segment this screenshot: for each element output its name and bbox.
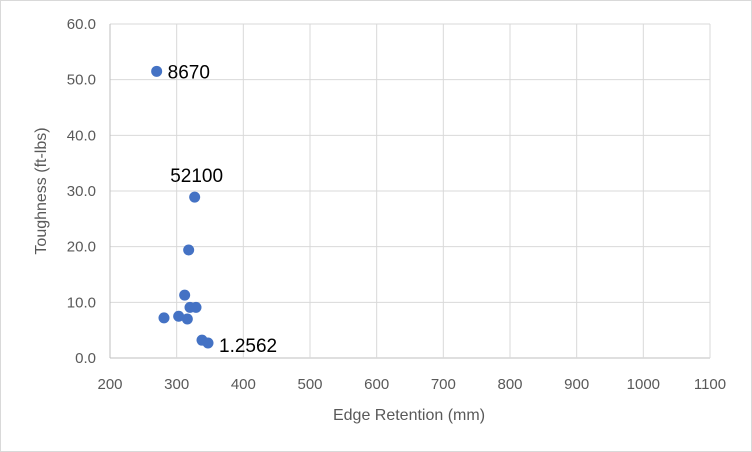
x-tick-labels: 200 300 400 500 600 700 800 900 1000 1100 — [97, 376, 726, 393]
data-label: 52100 — [170, 166, 223, 187]
y-tick-labels: 0.0 10.0 20.0 30.0 40.0 50.0 60.0 — [67, 16, 96, 367]
y-tick-label: 0.0 — [75, 350, 96, 367]
x-axis-title: Edge Retention (mm) — [333, 407, 485, 424]
data-point — [202, 337, 214, 349]
x-tick-label: 500 — [297, 376, 322, 393]
x-tick-label: 800 — [497, 376, 522, 393]
x-tick-label: 700 — [431, 376, 456, 393]
data-labels: 8670 52100 1.2562 — [168, 62, 277, 357]
x-tick-label: 400 — [231, 376, 256, 393]
x-tick-label: 300 — [164, 376, 189, 393]
x-tick-label: 600 — [364, 376, 389, 393]
y-tick-label: 20.0 — [67, 239, 96, 256]
x-tick-label: 900 — [564, 376, 589, 393]
data-point — [179, 289, 191, 301]
data-point — [173, 310, 185, 322]
data-label: 8670 — [168, 62, 210, 83]
y-tick-label: 40.0 — [67, 127, 96, 144]
y-tick-label: 60.0 — [67, 16, 96, 33]
x-tick-label: 1100 — [694, 376, 726, 393]
vertical-gridlines — [109, 24, 711, 358]
data-points — [151, 65, 214, 349]
data-label: 1.2562 — [219, 336, 277, 357]
y-tick-label: 10.0 — [67, 294, 96, 311]
y-tick-label: 30.0 — [67, 183, 96, 200]
data-point — [158, 312, 170, 324]
y-axis-title: Toughness (ft-lbs) — [33, 127, 50, 254]
y-tick-label: 50.0 — [67, 72, 96, 89]
data-point — [183, 244, 195, 256]
data-point — [181, 313, 193, 325]
data-point — [189, 191, 201, 203]
data-point — [151, 65, 163, 77]
data-point — [190, 301, 202, 313]
x-tick-label: 200 — [97, 376, 122, 393]
horizontal-gridlines — [110, 23, 710, 359]
x-tick-label: 1000 — [627, 376, 660, 393]
